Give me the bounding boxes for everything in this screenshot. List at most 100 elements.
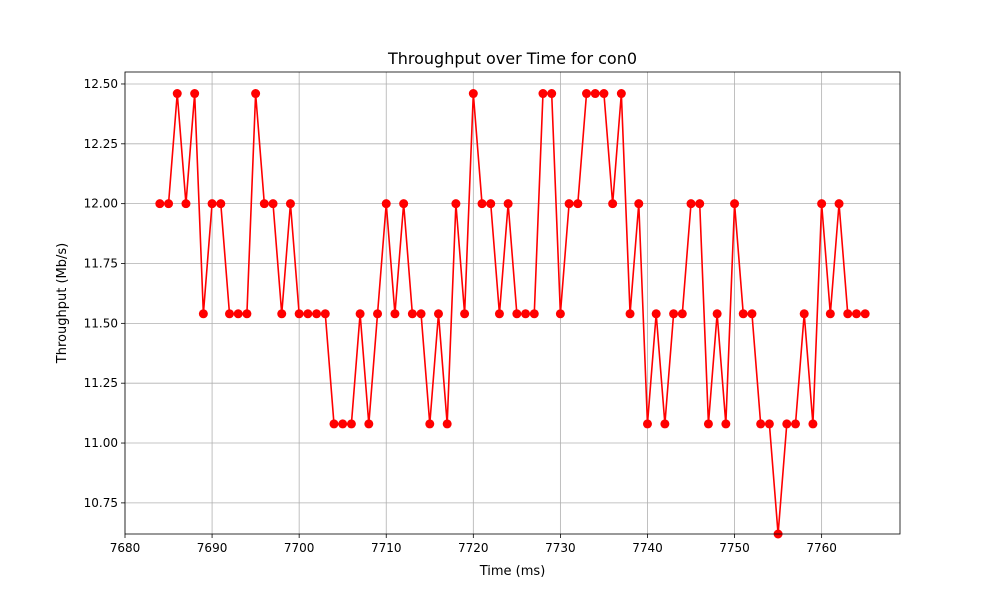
data-point bbox=[442, 419, 452, 429]
data-point bbox=[512, 309, 522, 319]
data-point bbox=[312, 309, 322, 319]
data-point bbox=[346, 419, 356, 429]
x-tick-label: 7760 bbox=[806, 541, 837, 555]
data-point bbox=[190, 89, 200, 99]
data-point bbox=[164, 199, 174, 209]
data-point bbox=[198, 309, 208, 319]
x-tick-label: 7750 bbox=[719, 541, 750, 555]
data-point bbox=[825, 309, 835, 319]
data-point bbox=[407, 309, 417, 319]
data-point bbox=[468, 89, 478, 99]
data-point bbox=[782, 419, 792, 429]
x-tick-label: 7740 bbox=[632, 541, 663, 555]
data-point bbox=[329, 419, 339, 429]
data-point bbox=[277, 309, 287, 319]
data-point bbox=[712, 309, 722, 319]
data-point bbox=[381, 199, 391, 209]
data-point bbox=[756, 419, 766, 429]
data-point bbox=[642, 419, 652, 429]
y-tick-label: 12.00 bbox=[84, 197, 118, 211]
x-tick-label: 7680 bbox=[110, 541, 141, 555]
data-point bbox=[747, 309, 757, 319]
data-point bbox=[860, 309, 870, 319]
data-point bbox=[399, 199, 409, 209]
y-tick-label: 11.00 bbox=[84, 436, 118, 450]
data-point bbox=[477, 199, 487, 209]
data-point bbox=[259, 199, 269, 209]
data-point bbox=[338, 419, 348, 429]
data-point bbox=[582, 89, 592, 99]
data-point bbox=[791, 419, 801, 429]
data-point bbox=[634, 199, 644, 209]
data-point bbox=[625, 309, 635, 319]
data-point bbox=[155, 199, 165, 209]
data-point bbox=[703, 419, 713, 429]
data-point bbox=[608, 199, 618, 209]
data-point bbox=[433, 309, 443, 319]
data-point bbox=[799, 309, 809, 319]
data-point bbox=[651, 309, 661, 319]
y-tick-label: 11.75 bbox=[84, 257, 118, 271]
data-point bbox=[555, 309, 565, 319]
data-point bbox=[564, 199, 574, 209]
data-point bbox=[686, 199, 696, 209]
data-point bbox=[303, 309, 313, 319]
data-point bbox=[451, 199, 461, 209]
y-tick-label: 11.25 bbox=[84, 376, 118, 390]
data-point bbox=[547, 89, 557, 99]
data-point bbox=[503, 199, 513, 209]
data-point bbox=[843, 309, 853, 319]
data-point bbox=[599, 89, 609, 99]
x-tick-label: 7690 bbox=[197, 541, 228, 555]
y-tick-label: 12.50 bbox=[84, 77, 118, 91]
data-point bbox=[538, 89, 548, 99]
data-point bbox=[817, 199, 827, 209]
data-point bbox=[216, 199, 226, 209]
data-point bbox=[242, 309, 252, 319]
data-point bbox=[573, 199, 583, 209]
data-point bbox=[808, 419, 818, 429]
data-point bbox=[320, 309, 330, 319]
data-point bbox=[373, 309, 383, 319]
data-point bbox=[285, 199, 295, 209]
x-tick-label: 7730 bbox=[545, 541, 576, 555]
data-point bbox=[425, 419, 435, 429]
tick-layer: 7680 7690 7700 7710 7720 7730 7740 7750 7760 10.7… bbox=[84, 77, 837, 555]
data-point bbox=[268, 199, 278, 209]
x-tick-label: 7700 bbox=[284, 541, 315, 555]
x-tick-label: 7710 bbox=[371, 541, 402, 555]
data-point bbox=[416, 309, 426, 319]
data-point bbox=[851, 309, 861, 319]
data-point bbox=[355, 309, 365, 319]
data-point bbox=[390, 309, 400, 319]
x-axis-label: Time (ms) bbox=[479, 564, 546, 579]
plot-frame bbox=[124, 71, 901, 535]
data-point bbox=[224, 309, 234, 319]
data-point bbox=[251, 89, 261, 99]
x-tick-label: 7720 bbox=[458, 541, 489, 555]
data-point bbox=[677, 309, 687, 319]
data-point bbox=[233, 309, 243, 319]
data-point bbox=[738, 309, 748, 319]
data-point bbox=[172, 89, 182, 99]
y-tick-label: 10.75 bbox=[84, 496, 118, 510]
y-tick-label: 11.50 bbox=[84, 316, 118, 330]
data-point bbox=[529, 309, 539, 319]
data-point bbox=[730, 199, 740, 209]
data-point bbox=[590, 89, 600, 99]
data-point bbox=[207, 199, 217, 209]
data-point bbox=[460, 309, 470, 319]
series-layer bbox=[155, 89, 870, 539]
data-point bbox=[616, 89, 626, 99]
data-point bbox=[834, 199, 844, 209]
data-point bbox=[494, 309, 504, 319]
data-point bbox=[521, 309, 531, 319]
y-axis-label: Throughput (Mb/s) bbox=[55, 243, 70, 364]
data-point bbox=[181, 199, 191, 209]
data-point bbox=[695, 199, 705, 209]
data-point bbox=[294, 309, 304, 319]
data-point bbox=[669, 309, 679, 319]
y-tick-label: 12.25 bbox=[84, 137, 118, 151]
